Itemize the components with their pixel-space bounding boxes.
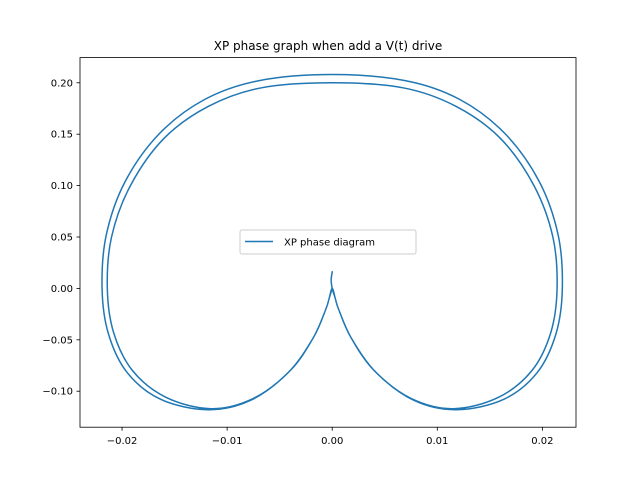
legend-frame: [239, 229, 417, 255]
x-tick-label: −0.01: [212, 436, 243, 447]
x-tick-label: 0.00: [321, 436, 343, 447]
chart-title: XP phase graph when add a V(t) drive: [214, 39, 443, 53]
x-tick-label: −0.02: [107, 436, 138, 447]
y-tick-label: 0.15: [51, 130, 73, 141]
legend: XP phase diagram: [239, 229, 417, 255]
y-tick-label: −0.05: [42, 335, 73, 346]
legend-label: XP phase diagram: [284, 238, 375, 249]
axes-frame: [79, 57, 577, 428]
x-tick-label: 0.02: [531, 436, 553, 447]
y-tick-label: 0.20: [51, 78, 73, 89]
y-axis: −0.10 −0.05 0.00 0.05 0.10 0.15 0.20: [42, 78, 80, 398]
y-tick-label: 0.10: [51, 181, 73, 192]
series-line: [101, 73, 564, 411]
series-layer: [101, 73, 564, 411]
x-tick-label: 0.01: [426, 436, 448, 447]
y-tick-label: 0.05: [51, 233, 73, 244]
y-tick-label: 0.00: [51, 284, 73, 295]
x-axis: −0.02 −0.01 0.00 0.01 0.02: [107, 427, 554, 447]
y-tick-label: −0.10: [42, 387, 73, 398]
